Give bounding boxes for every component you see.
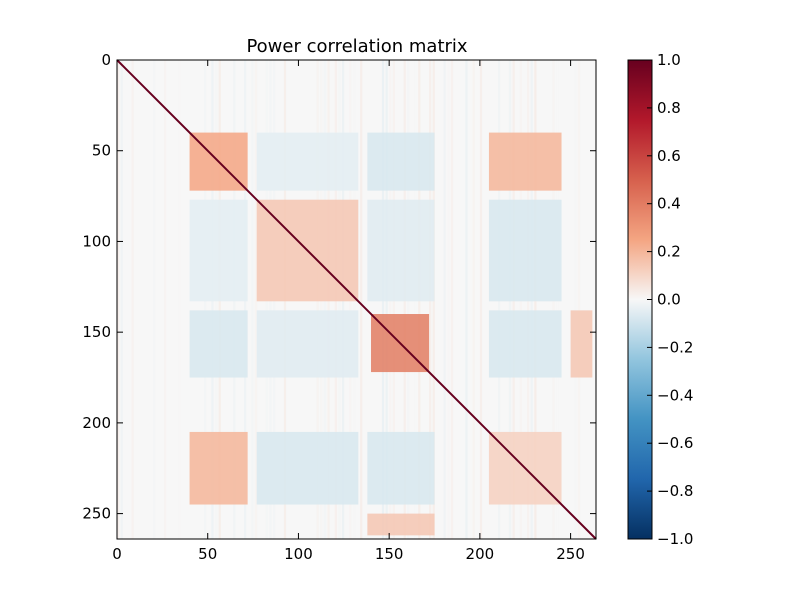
colorbar-ticks: 1.0 0.8 0.6 0.4 0.2 0.0 −0.2 −0.4 −0.6 −0.8 −1.0: [647, 51, 693, 548]
colorbar-tick-label: −1.0: [657, 530, 693, 548]
correlation-block: [367, 199, 435, 302]
correlation-block: [488, 310, 562, 378]
y-tick-label: 50: [92, 142, 111, 160]
texture-column: [251, 60, 254, 539]
y-tick-label: 250: [82, 505, 111, 523]
y-tick-label: 150: [82, 323, 111, 341]
y-tick-label: 200: [82, 414, 111, 432]
y-tick-label: 100: [82, 232, 111, 250]
texture-column: [164, 60, 167, 539]
texture-column: [178, 60, 181, 539]
colorbar-tick-label: −0.6: [657, 434, 693, 452]
colorbar-tick-label: 0.0: [657, 291, 681, 309]
correlation-block: [367, 513, 435, 536]
x-tick-label: 0: [112, 545, 122, 563]
x-tick-label: 150: [375, 545, 404, 563]
colorbar-tick-label: 0.8: [657, 99, 681, 117]
y-tick-label: 0: [101, 51, 111, 69]
texture-column: [577, 60, 581, 539]
x-tick-label: 200: [466, 545, 495, 563]
texture-column: [360, 60, 363, 539]
correlation-block: [570, 310, 593, 378]
texture-column: [443, 60, 446, 539]
y-axis: 0 50 100 150 200 250: [82, 51, 596, 523]
correlation-block: [256, 132, 359, 191]
x-axis: 0 50 100 150 200 250: [112, 60, 585, 563]
colorbar-tick-label: 0.6: [657, 147, 681, 165]
x-tick-label: 100: [284, 545, 313, 563]
colorbar-tick-label: −0.2: [657, 338, 693, 356]
plot-frame: [116, 59, 597, 540]
colorbar-tick-label: −0.8: [657, 482, 693, 500]
correlation-block: [367, 431, 435, 505]
colorbar-tick-label: −0.4: [657, 386, 693, 404]
x-tick-label: 250: [556, 545, 585, 563]
correlation-block: [189, 199, 248, 302]
chart-title: Power correlation matrix: [246, 36, 467, 57]
texture-column: [574, 60, 577, 539]
texture-column: [450, 60, 454, 539]
heatmap-area: [116, 59, 597, 540]
texture-column: [472, 60, 475, 539]
correlation-block: [189, 310, 248, 378]
colorbar: 1.0 0.8 0.6 0.4 0.2 0.0 −0.2 −0.4 −0.6 −0.8 −1.0: [627, 51, 693, 548]
correlation-block: [488, 199, 562, 302]
correlation-block: [189, 431, 248, 505]
colorbar-tick-label: 0.2: [657, 243, 681, 261]
texture-column: [447, 60, 450, 539]
texture-column: [131, 60, 134, 539]
texture-column: [465, 60, 468, 539]
texture-column: [153, 60, 156, 539]
heatmap-diagonal: [116, 59, 597, 540]
texture-column: [117, 60, 120, 539]
texture-column: [479, 60, 483, 539]
correlation-block: [256, 310, 359, 378]
correlation-block: [367, 132, 435, 191]
correlation-block: [256, 431, 359, 505]
correlation-block: [488, 132, 562, 191]
x-tick-label: 50: [198, 545, 217, 563]
colorbar-tick-label: 1.0: [657, 51, 681, 69]
colorbar-tick-label: 0.4: [657, 195, 681, 213]
texture-column: [120, 60, 123, 539]
texture-column: [254, 60, 258, 539]
